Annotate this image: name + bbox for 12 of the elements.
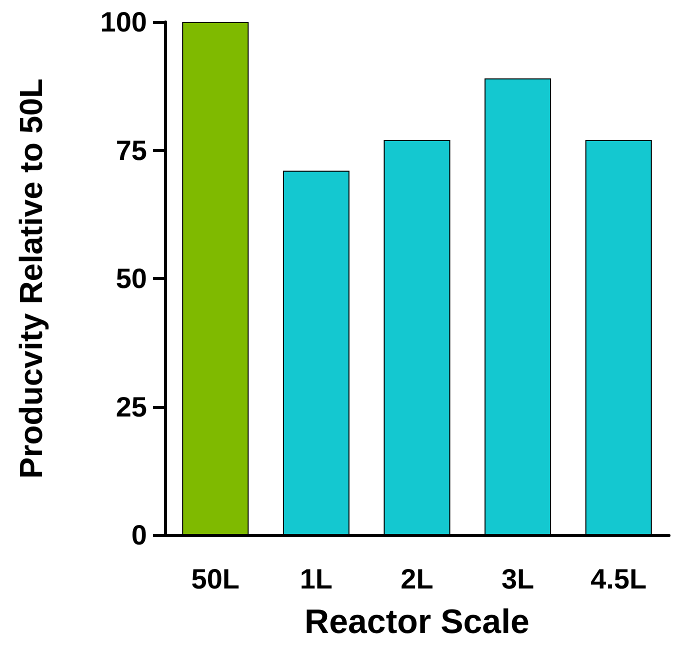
x-tick-label: 3L <box>501 564 534 594</box>
y-tick-label: 75 <box>116 134 147 166</box>
x-tick-label: 2L <box>400 564 434 594</box>
y-axis-title: Producvity Relative to 50L <box>13 78 49 479</box>
x-axis-title: Reactor Scale <box>304 603 530 641</box>
y-tick-label: 50 <box>116 263 147 294</box>
x-tick-label: 4.5L <box>590 564 647 594</box>
y-tick-label: 0 <box>131 520 147 550</box>
y-tick-label: 25 <box>116 391 147 422</box>
y-tick-label: 100 <box>100 6 147 38</box>
x-tick-label: 50L <box>191 564 240 594</box>
x-tick-label: 1L <box>300 564 333 594</box>
